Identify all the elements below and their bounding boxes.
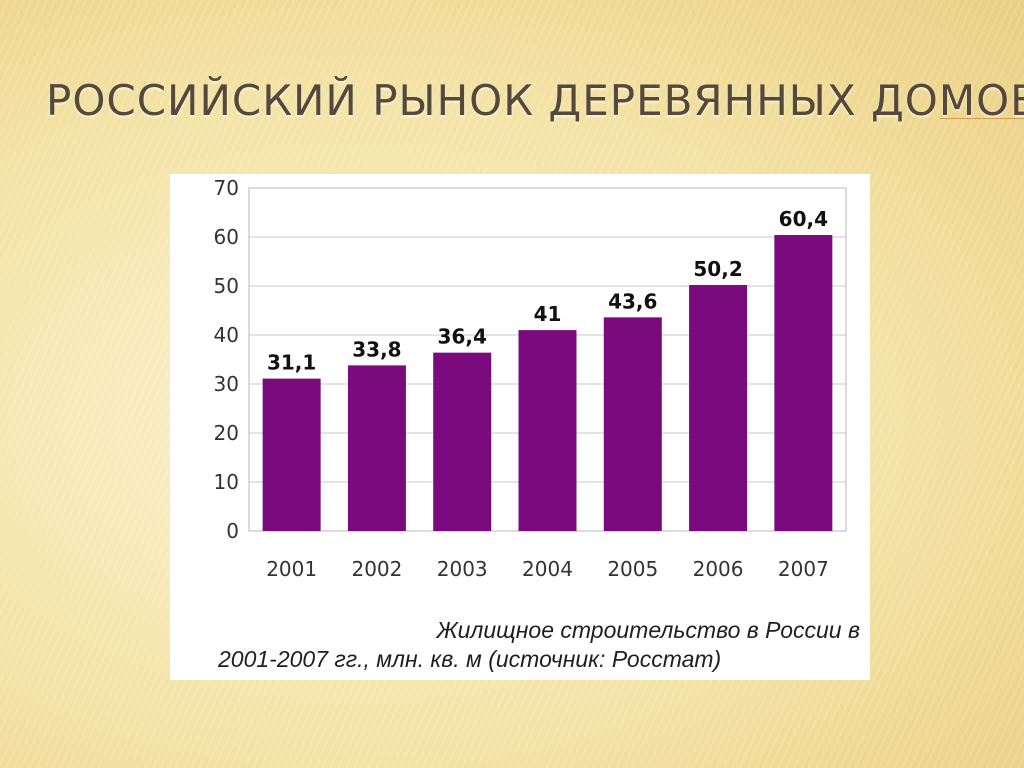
bar xyxy=(518,330,577,531)
caption-line-2: 2001-2007 гг., млн. кв. м (источник: Рос… xyxy=(218,646,722,672)
x-tick-label: 2005 xyxy=(607,557,658,581)
bar xyxy=(262,378,321,531)
bar xyxy=(774,235,833,531)
y-tick-label: 40 xyxy=(214,323,239,347)
x-tick-label: 2003 xyxy=(437,557,488,581)
y-tick-label: 10 xyxy=(214,470,239,494)
y-tick-label: 60 xyxy=(214,225,239,249)
y-tick-label: 50 xyxy=(214,274,239,298)
x-tick-label: 2001 xyxy=(266,557,317,581)
bar-chart: 0 10 20 30 40 50 60 70 31,1 2001 33,8 2002 36,4 2003 4… xyxy=(214,176,847,581)
x-tick-label: 2007 xyxy=(778,557,829,581)
y-tick-label: 20 xyxy=(214,421,239,445)
data-label: 41 xyxy=(534,302,562,326)
data-label: 33,8 xyxy=(352,337,401,361)
bar xyxy=(347,365,406,531)
x-tick-label: 2006 xyxy=(693,557,744,581)
data-label: 43,6 xyxy=(608,289,657,313)
bar xyxy=(433,352,492,531)
title-underline xyxy=(940,118,1024,119)
data-label: 60,4 xyxy=(779,207,828,231)
chart-caption: Жилищное строительство в России в 2001-2… xyxy=(170,616,870,674)
x-tick-label: 2004 xyxy=(522,557,573,581)
y-tick-label: 30 xyxy=(214,372,239,396)
bar xyxy=(689,285,748,531)
chart-panel: 0 10 20 30 40 50 60 70 31,1 2001 33,8 2002 36,4 2003 4… xyxy=(170,174,870,680)
slide-title: РОССИЙСКИЙ РЫНОК ДЕРЕВЯННЫХ ДОМОВ xyxy=(46,76,1024,125)
x-tick-label: 2002 xyxy=(351,557,402,581)
y-tick-label: 0 xyxy=(226,519,239,543)
data-label: 36,4 xyxy=(438,325,487,349)
data-label: 50,2 xyxy=(693,257,742,281)
data-label: 31,1 xyxy=(267,351,316,375)
bar xyxy=(603,317,662,531)
caption-line-1: Жилищное строительство в России в xyxy=(436,617,860,643)
y-tick-label: 70 xyxy=(214,176,239,200)
